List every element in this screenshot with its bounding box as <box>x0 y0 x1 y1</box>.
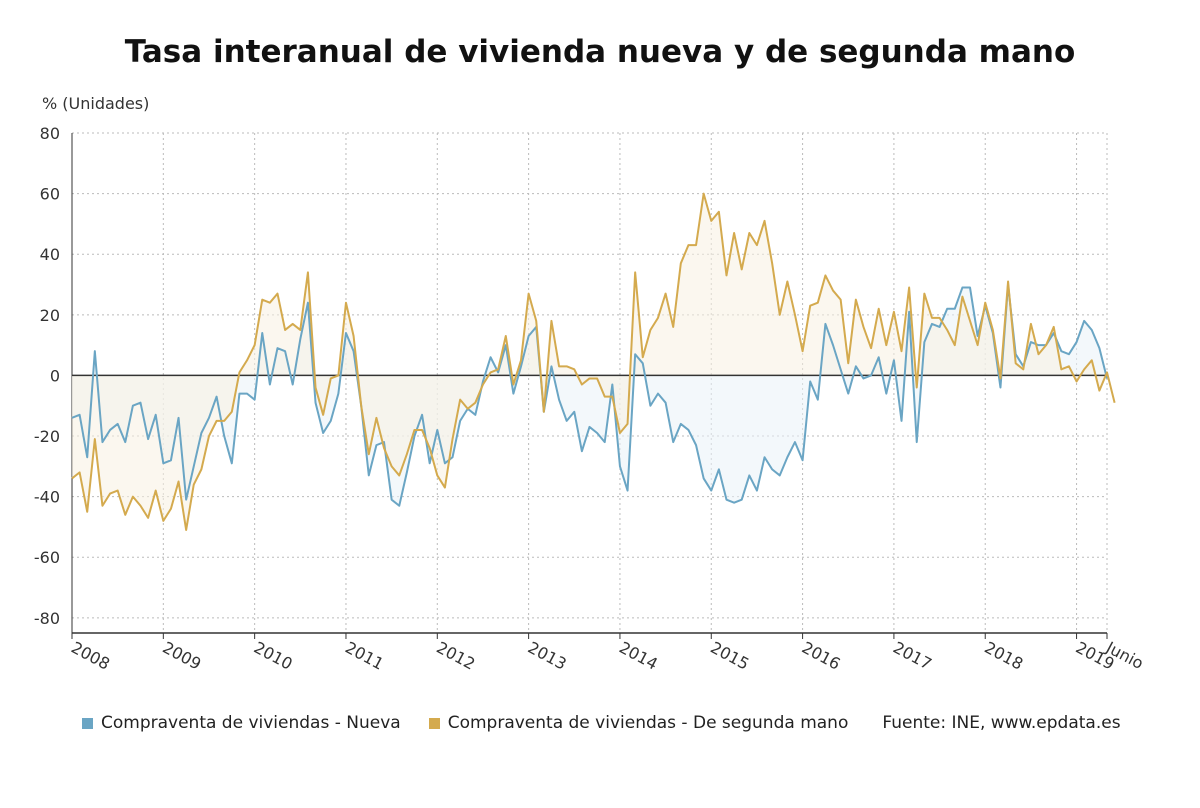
y-tick-label: 0 <box>50 366 60 385</box>
y-tick-label: -40 <box>34 488 60 507</box>
x-tick-label: 2009 <box>159 638 204 674</box>
legend: Compraventa de viviendas - Nueva Comprav… <box>82 713 1142 733</box>
legend-label-nueva: Compraventa de viviendas - Nueva <box>101 713 401 733</box>
series-line-nueva <box>71 283 1108 507</box>
x-tick-label: 2013 <box>525 638 570 674</box>
x-tick-label: 2018 <box>981 638 1026 674</box>
x-tick-label: 2016 <box>799 638 844 674</box>
y-tick-label: 80 <box>40 124 60 143</box>
legend-swatch-nueva <box>82 717 93 729</box>
x-tick-label: 2010 <box>251 638 296 674</box>
x-tick-label: 2015 <box>707 638 752 674</box>
y-tick-label: -80 <box>34 609 60 628</box>
legend-item-nueva: Compraventa de viviendas - Nueva <box>82 713 401 733</box>
y-tick-label: 60 <box>40 185 60 204</box>
y-axis-unit-label: % (Unidades) <box>42 94 150 113</box>
legend-label-segunda: Compraventa de viviendas - De segunda ma… <box>447 713 849 733</box>
y-tick-label: -20 <box>34 427 60 446</box>
y-tick-label: 20 <box>40 306 60 325</box>
y-tick-label: 40 <box>40 245 60 264</box>
x-tick-label: 2012 <box>433 638 478 674</box>
y-tick-label: -60 <box>34 548 60 567</box>
chart-title: Tasa interanual de vivienda nueva y de s… <box>124 34 1076 70</box>
source-note: Fuente: INE, www.epdata.es <box>882 713 1121 733</box>
x-tick-label: 2008 <box>68 638 113 674</box>
legend-swatch-segunda <box>428 717 440 729</box>
area-fill-series-0 <box>72 284 1107 506</box>
x-tick-label: 2014 <box>616 638 661 674</box>
x-tick-label: 2011 <box>342 638 387 674</box>
series-line-segunda <box>71 192 1116 531</box>
legend-item-segunda: Compraventa de viviendas - De segunda ma… <box>428 713 849 733</box>
area-fill-series-1 <box>72 193 1115 530</box>
x-tick-label: 2017 <box>890 638 935 674</box>
